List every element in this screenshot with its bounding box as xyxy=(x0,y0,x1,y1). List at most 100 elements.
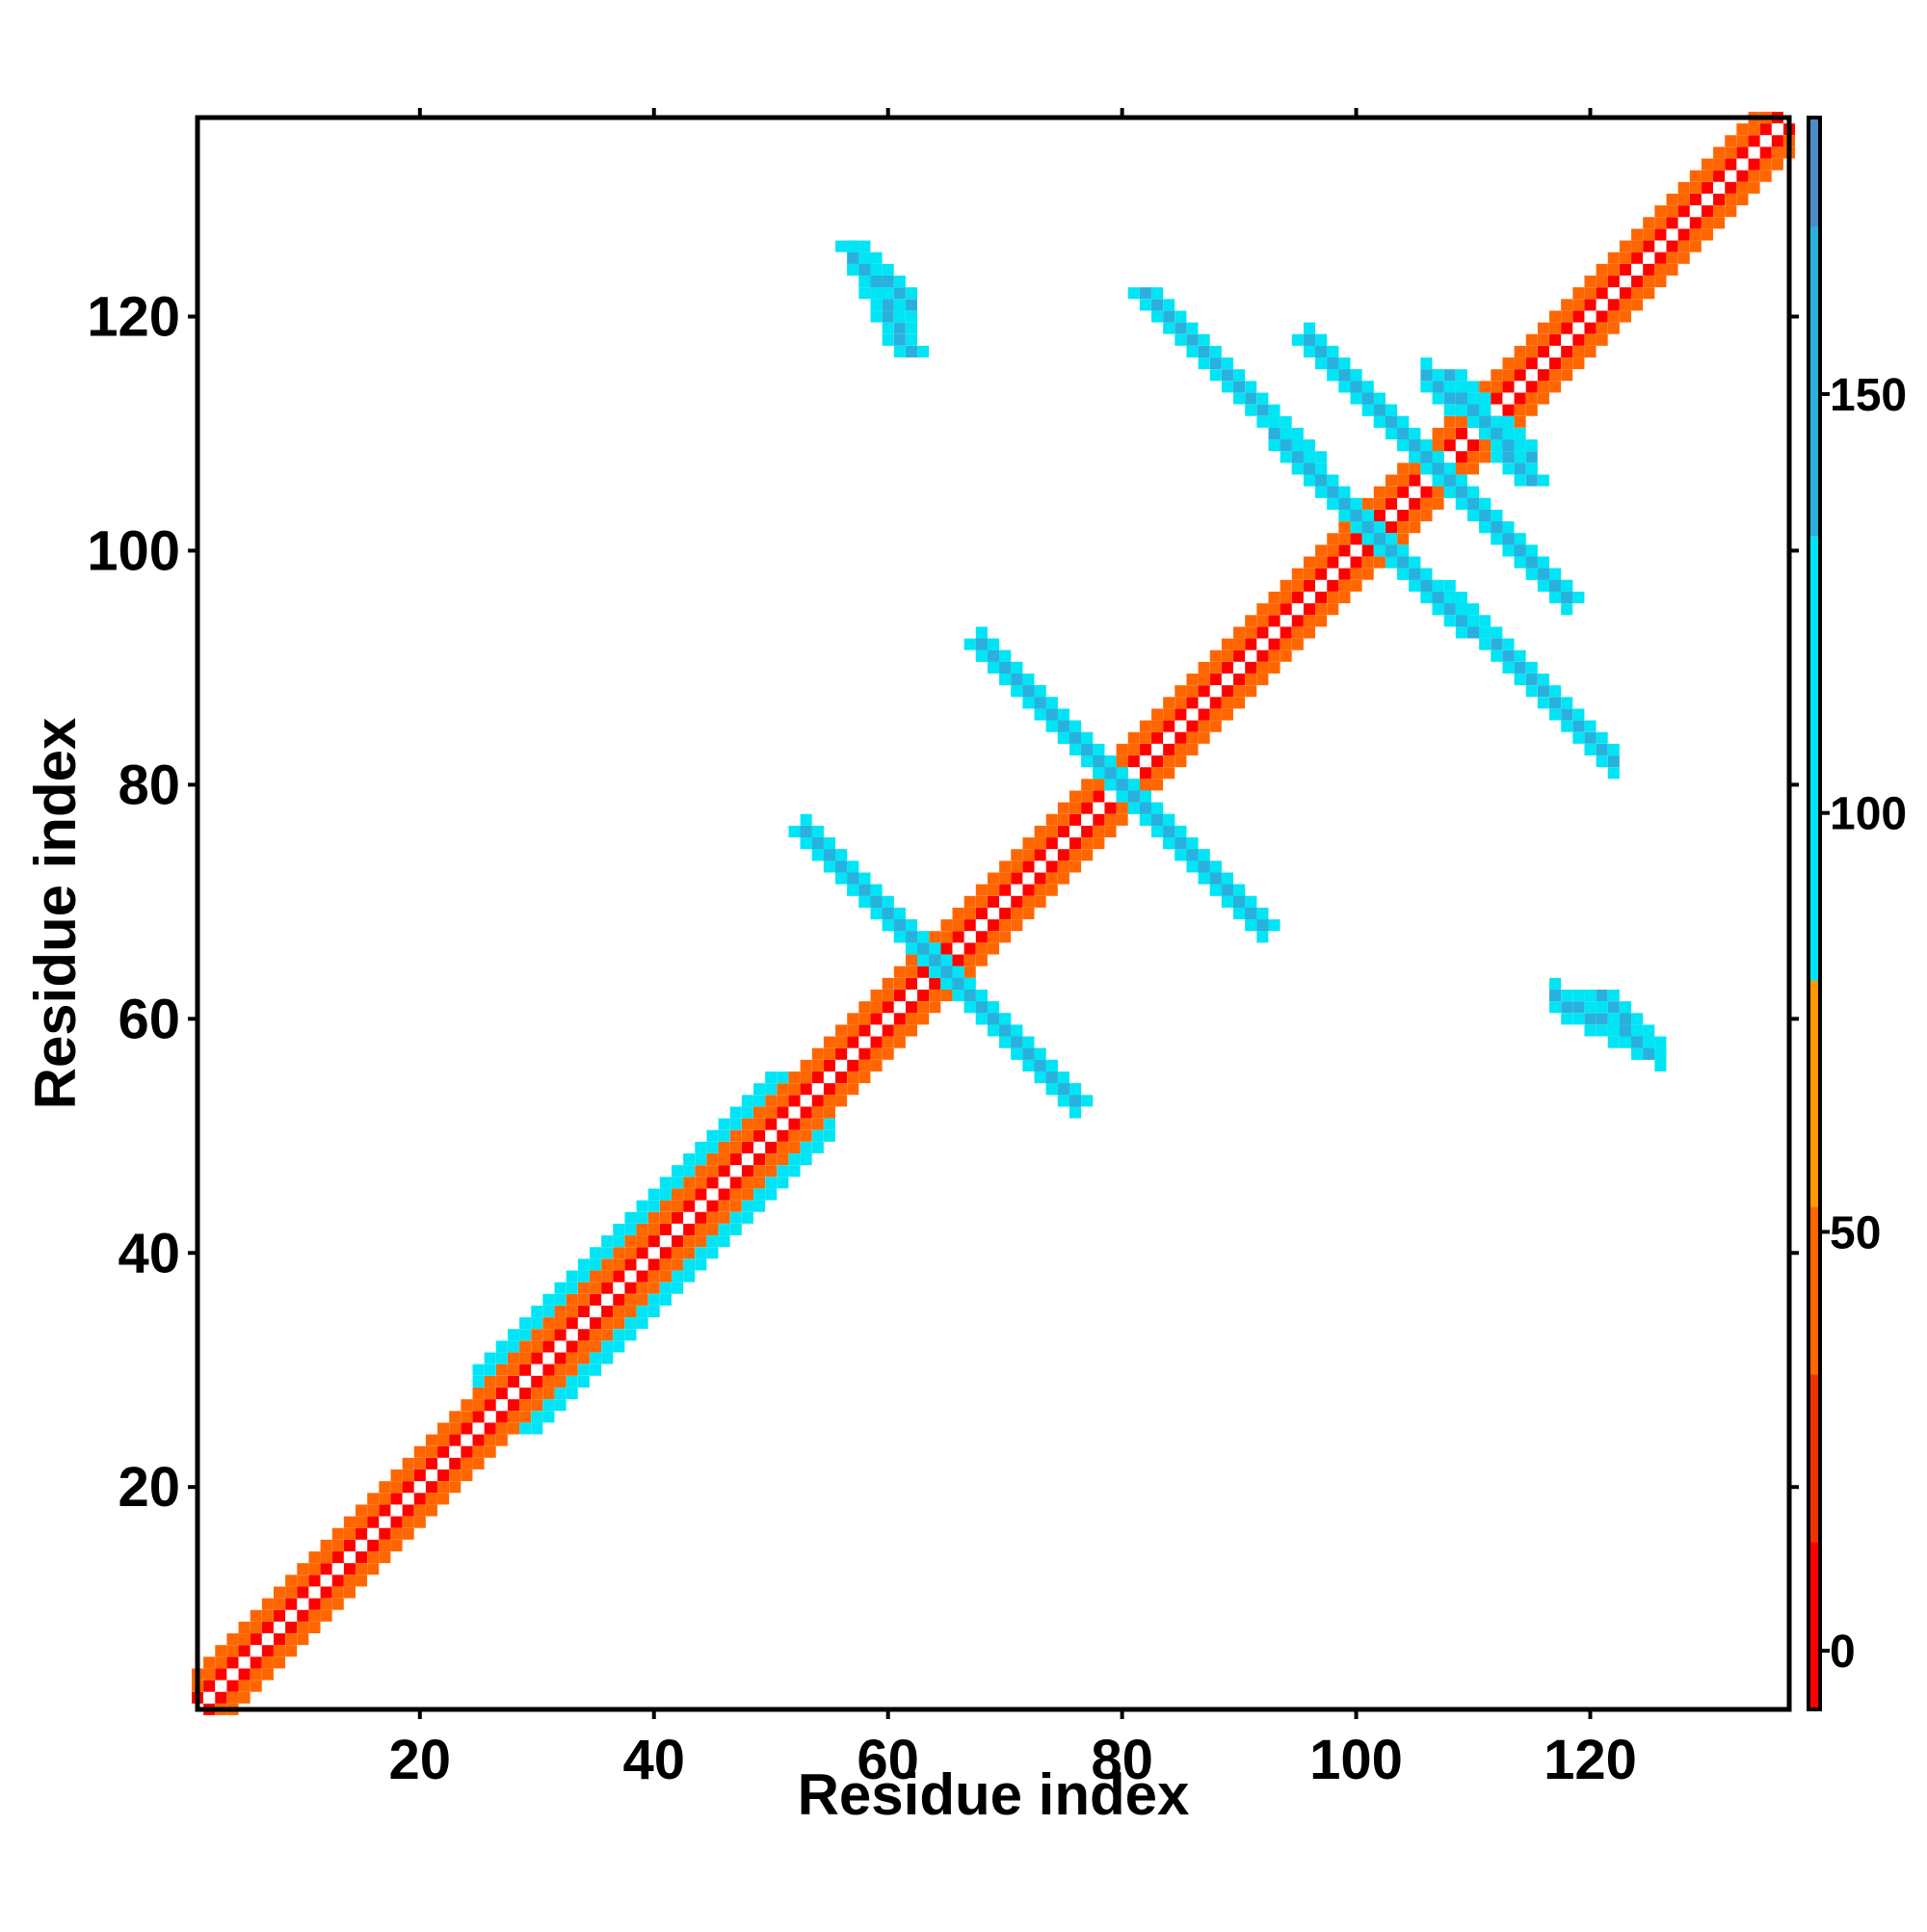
heatmap-cell xyxy=(1514,474,1526,487)
heatmap-cell xyxy=(531,1411,543,1423)
heatmap-cell xyxy=(577,1375,590,1388)
heatmap-cell xyxy=(437,1445,450,1458)
heatmap-cell xyxy=(1467,486,1480,498)
heatmap-cell xyxy=(1584,720,1597,732)
heatmap-cell xyxy=(250,1668,262,1681)
heatmap-cell xyxy=(1537,556,1549,569)
heatmap-cell xyxy=(1198,708,1210,721)
heatmap-cell xyxy=(1654,251,1667,264)
heatmap-cell xyxy=(811,1095,824,1107)
heatmap-cell xyxy=(659,1188,672,1201)
heatmap-cell xyxy=(1303,615,1315,627)
heatmap-cell xyxy=(847,1059,859,1072)
heatmap-cell xyxy=(1151,779,1164,791)
heatmap-cell xyxy=(1327,345,1339,357)
heatmap-cell xyxy=(1607,1036,1620,1048)
heatmap-cell xyxy=(647,1188,660,1201)
heatmap-cell xyxy=(1209,674,1222,686)
heatmap-cell xyxy=(753,1083,766,1096)
heatmap-cell xyxy=(320,1598,332,1610)
heatmap-cell xyxy=(1432,592,1444,604)
heatmap-cell xyxy=(601,1270,614,1283)
heatmap-cell xyxy=(893,1024,906,1037)
heatmap-cell xyxy=(1186,731,1199,744)
heatmap-cell xyxy=(1549,381,1562,393)
heatmap-cell xyxy=(1409,509,1421,522)
heatmap-cell xyxy=(1245,626,1257,639)
heatmap-cell xyxy=(659,1200,672,1212)
heatmap-cell xyxy=(554,1317,567,1330)
heatmap-cell xyxy=(1186,720,1199,732)
heatmap-cell xyxy=(975,990,988,1002)
heatmap-cell xyxy=(647,1223,660,1235)
heatmap-cell xyxy=(1385,474,1398,487)
heatmap-cell xyxy=(1502,415,1515,428)
heatmap-cell xyxy=(1467,463,1480,475)
heatmap-cell xyxy=(1596,1001,1608,1014)
heatmap-cell xyxy=(893,345,906,357)
heatmap-cell xyxy=(975,626,988,639)
heatmap-cell xyxy=(577,1352,590,1364)
heatmap-cell xyxy=(835,872,848,885)
heatmap-cell xyxy=(1502,381,1515,393)
heatmap-cell xyxy=(1081,755,1094,768)
heatmap-cell xyxy=(613,1258,625,1271)
heatmap-cell xyxy=(1572,708,1585,721)
heatmap-cell xyxy=(905,942,917,955)
heatmap-cell xyxy=(531,1399,543,1412)
heatmap-cell xyxy=(917,345,930,357)
heatmap-cell xyxy=(1725,146,1737,159)
heatmap-cell xyxy=(1245,404,1257,416)
heatmap-cell xyxy=(987,895,1000,908)
heatmap-cell xyxy=(847,860,859,873)
x-tick-label: 120 xyxy=(1544,1729,1637,1791)
heatmap-cell xyxy=(1198,849,1210,861)
heatmap-cell xyxy=(1491,451,1503,463)
heatmap-cell xyxy=(601,1317,614,1330)
heatmap-cell xyxy=(1303,451,1315,463)
heatmap-cell xyxy=(1502,357,1515,370)
heatmap-cell xyxy=(425,1445,437,1458)
heatmap-cell xyxy=(800,825,812,837)
heatmap-cell xyxy=(425,1493,437,1505)
heatmap-cell xyxy=(905,977,917,990)
heatmap-cell xyxy=(695,1247,707,1259)
heatmap-cell xyxy=(1537,392,1549,405)
heatmap-cell xyxy=(1525,451,1538,463)
heatmap-cell xyxy=(1175,697,1187,709)
heatmap-cell xyxy=(1022,895,1035,908)
heatmap-cell xyxy=(905,299,917,311)
heatmap-cell xyxy=(250,1609,262,1622)
heatmap-cell xyxy=(1186,345,1199,357)
heatmap-cell xyxy=(1221,638,1233,650)
heatmap-cell xyxy=(975,907,988,920)
heatmap-cell xyxy=(672,1200,684,1212)
heatmap-cell xyxy=(1221,685,1233,698)
heatmap-cell xyxy=(695,1165,707,1178)
heatmap-cell xyxy=(1549,1001,1562,1014)
heatmap-cell xyxy=(777,1129,789,1142)
heatmap-cell xyxy=(601,1305,614,1318)
heatmap-cell xyxy=(1327,497,1339,510)
heatmap-cell xyxy=(367,1539,380,1551)
heatmap-cell xyxy=(1093,837,1105,850)
heatmap-cell xyxy=(356,1504,368,1517)
x-tick-label: 100 xyxy=(1309,1729,1403,1791)
heatmap-cell xyxy=(1654,228,1667,241)
heatmap-cell xyxy=(659,1247,672,1259)
heatmap-cell xyxy=(905,954,917,966)
heatmap-cell xyxy=(1549,357,1562,370)
heatmap-cell xyxy=(1607,263,1620,276)
heatmap-cell xyxy=(975,649,988,662)
heatmap-cell xyxy=(519,1388,532,1400)
heatmap-cell xyxy=(882,919,894,932)
heatmap-cell xyxy=(1034,872,1046,885)
heatmap-cell xyxy=(1221,381,1233,393)
heatmap-cell xyxy=(800,813,812,826)
heatmap-cell xyxy=(1022,860,1035,873)
heatmap-cell xyxy=(905,1001,917,1014)
heatmap-cell xyxy=(1385,427,1398,439)
heatmap-cell xyxy=(1361,392,1374,405)
heatmap-cell xyxy=(1034,685,1046,698)
heatmap-cell xyxy=(1619,1013,1631,1025)
